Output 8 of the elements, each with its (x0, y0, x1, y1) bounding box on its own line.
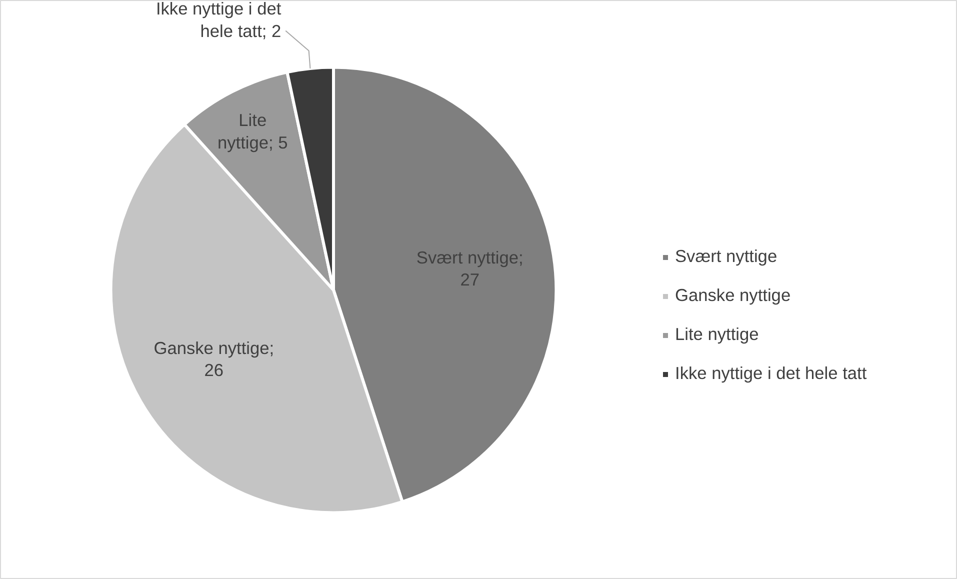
legend-label: Ganske nyttige (675, 285, 791, 306)
data-label: Lite nyttige; 5 (217, 110, 288, 152)
data-label: Ikke nyttige i det hele tatt; 2 (156, 0, 282, 41)
data-label: Ganske nyttige; 26 (154, 338, 274, 380)
legend-label: Lite nyttige (675, 324, 759, 345)
legend-label: Svært nyttige (675, 246, 778, 267)
data-label: Svært nyttige; 27 (416, 247, 524, 290)
legend-label: Ikke nyttige i det hele tatt (675, 363, 867, 384)
